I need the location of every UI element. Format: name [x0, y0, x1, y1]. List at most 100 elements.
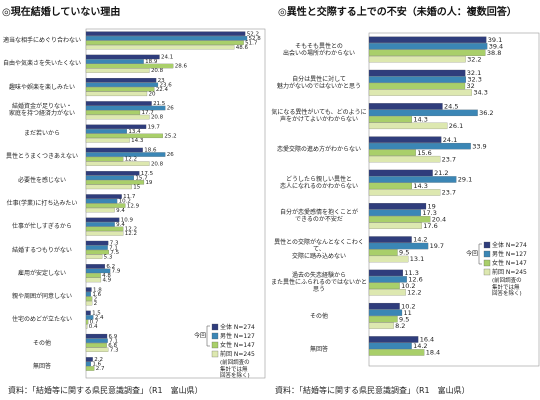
value-label: 15: [133, 185, 140, 191]
value-label: 22.4: [156, 87, 169, 93]
legend-swatch: [483, 250, 491, 258]
bar: [85, 171, 140, 176]
bar: [368, 236, 412, 243]
value-label: 21.2: [434, 169, 448, 177]
value-label: 11: [404, 309, 412, 317]
value-label: 23: [158, 78, 165, 84]
bar: [368, 56, 466, 63]
bar: [85, 245, 108, 250]
category-label: 仕事(学業)に打ち込みたい: [6, 199, 78, 207]
value-label: 24.1: [161, 55, 173, 61]
value-label: 6.9: [109, 334, 118, 340]
bar: [85, 184, 132, 190]
source-note: 資料：「結婚等に関する県民意識調査」（R1 富山県）: [275, 386, 470, 395]
value-label: 10.2: [401, 302, 415, 310]
value-label: 36.2: [479, 109, 493, 117]
value-label: 9.4: [116, 208, 125, 214]
legend-bracket: [206, 325, 210, 347]
value-label: 7.3: [110, 241, 119, 247]
value-label: 23.7: [442, 189, 456, 197]
bar: [368, 255, 409, 263]
bar: [85, 138, 130, 143]
bar: [368, 282, 400, 290]
bar: [368, 103, 443, 110]
value-label: 4.9: [102, 278, 111, 284]
bar: [85, 207, 115, 213]
legend-swatch: [211, 332, 219, 340]
value-label: 52.8: [249, 36, 262, 42]
bar: [368, 155, 441, 163]
value-label: 24.5: [444, 103, 458, 111]
value-label: 20.4: [432, 215, 446, 223]
bar: [85, 31, 246, 36]
category-label: 恋愛交際の進め方がわからない: [276, 146, 361, 154]
bar: [85, 217, 120, 223]
bar: [85, 114, 150, 120]
legend-label: 全体 N=274: [492, 241, 527, 249]
value-label: 1.5: [92, 311, 101, 317]
bar: [85, 343, 107, 348]
value-label: 20.8: [151, 161, 164, 167]
value-label: 15.7: [135, 175, 148, 181]
bar: [368, 216, 431, 223]
value-label: 12.2: [125, 157, 137, 163]
bar: [85, 40, 244, 45]
value-label: 39.1: [488, 36, 502, 44]
category-label: 気になる異性がいても、どのように 声をかけてよいかわからない: [271, 109, 367, 124]
value-label: 17.6: [423, 222, 437, 230]
category-label: 結婚資金が足りない・ 家庭を持つ経済力がない: [8, 103, 75, 118]
bar: [85, 124, 147, 129]
bar: [85, 254, 103, 259]
plot-frame: [368, 32, 540, 367]
value-label: 12.2: [125, 227, 137, 233]
legend-label: 前回 N=245: [492, 268, 527, 276]
value-label: 12.2: [125, 231, 137, 237]
bar: [85, 194, 122, 199]
category-label: 適当な相手にめぐり合わない: [2, 37, 81, 45]
value-label: 14.3: [413, 182, 427, 190]
legend-label: 前回 N=245: [220, 350, 255, 358]
category-label: まだ若いから: [23, 130, 60, 138]
value-label: 7.1: [109, 338, 118, 344]
bar: [368, 176, 457, 183]
bar: [85, 301, 93, 306]
bar: [368, 222, 422, 229]
value-label: 5.3: [104, 254, 113, 260]
value-label: 18.9: [145, 59, 158, 65]
bar: [85, 54, 160, 60]
value-label: 9.5: [399, 315, 409, 323]
category-label: 必要性を感じない: [17, 176, 66, 184]
category-label: 異性とうまくつきあえない: [5, 153, 78, 161]
bar: [85, 310, 91, 316]
value-label: 2: [94, 301, 98, 307]
bar: [85, 291, 91, 297]
value-label: 14.3: [413, 115, 427, 123]
bar: [368, 149, 416, 156]
category-label: 異性との交際がなんとなくこわくて、 交際に踏み込めない: [274, 238, 364, 260]
value-label: 20: [149, 91, 156, 97]
value-label: 13.1: [410, 255, 424, 263]
bar: [85, 347, 109, 352]
legend-swatch: [211, 350, 219, 358]
bar: [368, 122, 448, 130]
value-label: 2.4: [95, 315, 104, 321]
chart-title: ◎現在結婚していない理由: [2, 7, 121, 18]
bar: [85, 133, 163, 139]
bar: [368, 302, 400, 310]
value-label: 29.1: [458, 176, 472, 184]
bar: [85, 35, 248, 41]
value-label: 19: [145, 180, 152, 186]
value-label: 17.7: [141, 110, 154, 116]
bar: [85, 222, 115, 227]
value-label: 11.7: [123, 194, 136, 200]
value-label: 19: [428, 202, 436, 210]
value-label: 20.8: [151, 115, 164, 121]
legend-swatch: [483, 259, 491, 267]
value-label: 28.6: [175, 64, 188, 70]
value-label: 48.6: [236, 45, 249, 51]
bar: [368, 169, 433, 177]
legend-note: (前回調査の 集計では無 回答を除く): [220, 360, 250, 379]
value-label: 1.8: [93, 287, 102, 293]
value-label: 6.8: [108, 343, 117, 349]
